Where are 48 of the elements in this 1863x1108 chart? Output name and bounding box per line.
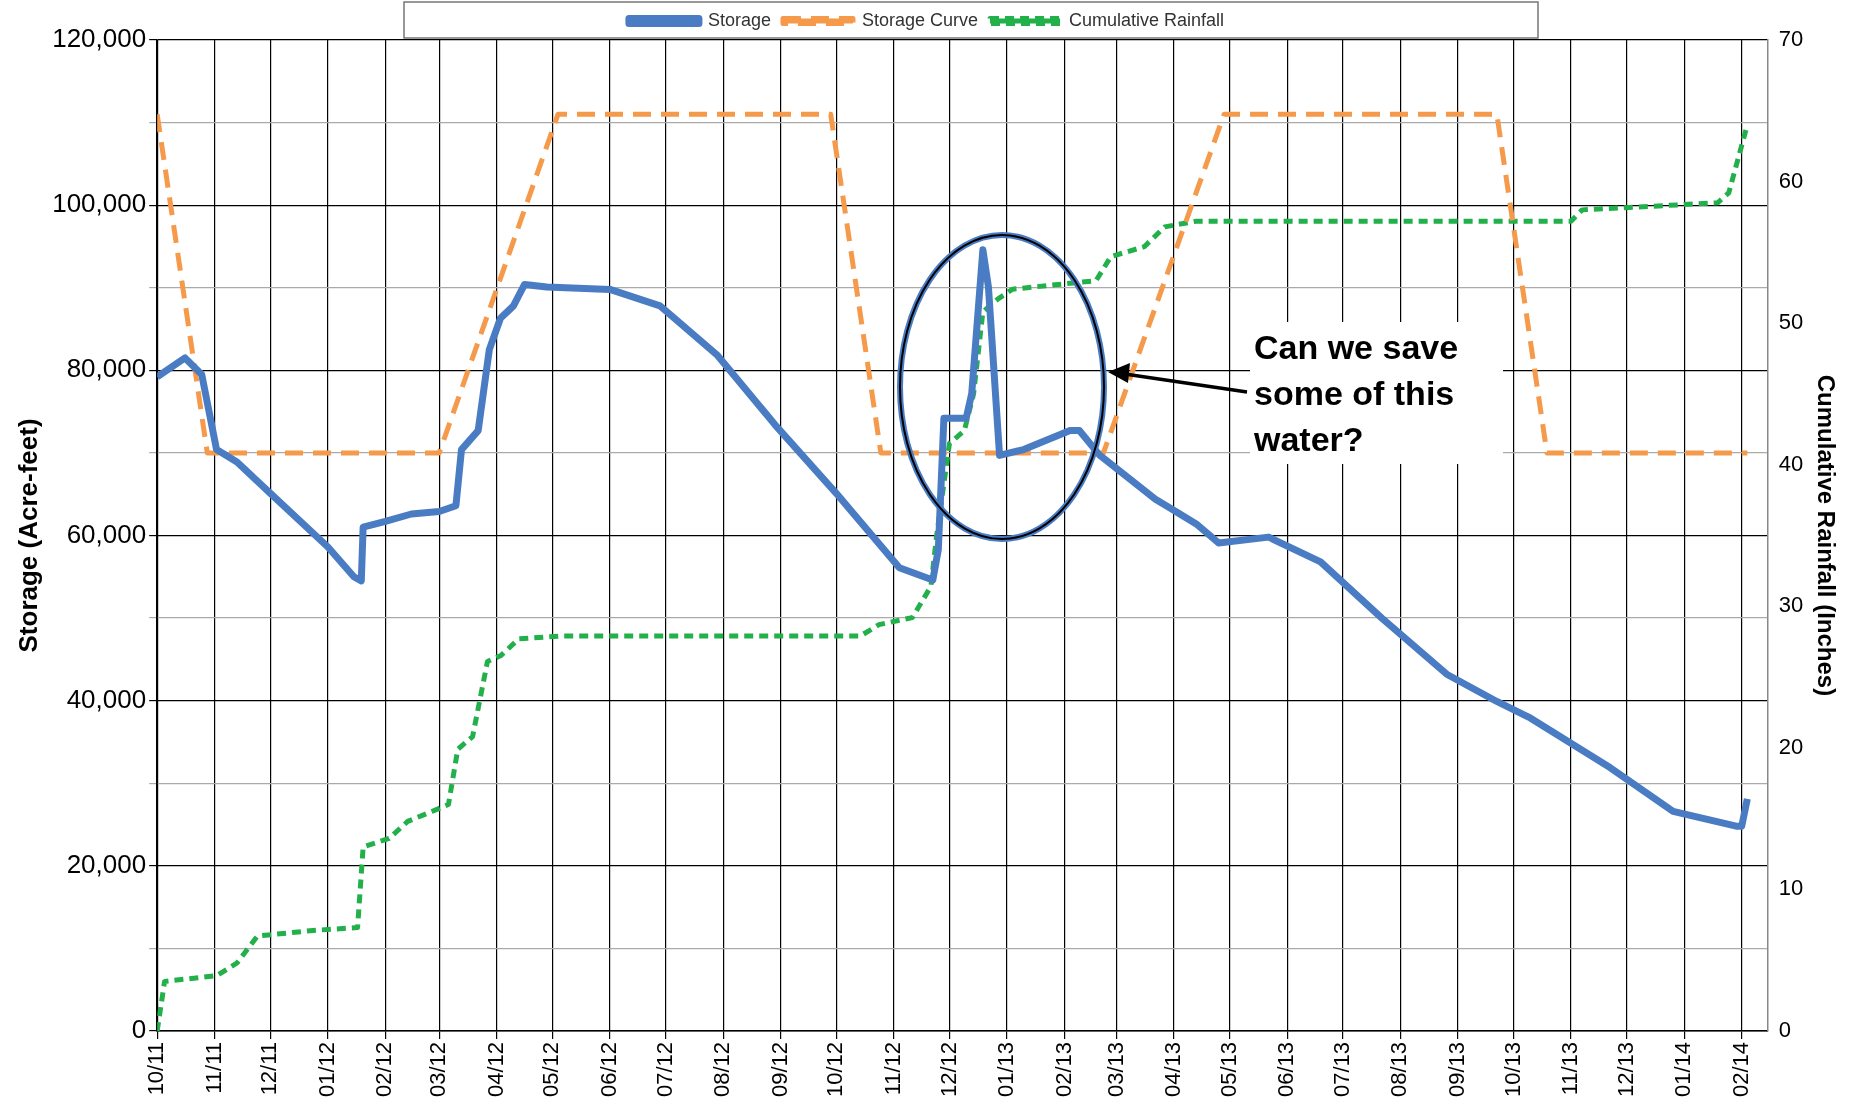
- x-tick-label: 01/13: [993, 1041, 1019, 1098]
- x-tick-label: 12/12: [935, 1041, 961, 1098]
- y2-tick-label: 30: [1778, 592, 1804, 618]
- y2-tick-label: 70: [1778, 26, 1804, 52]
- x-tick-label: 06/12: [595, 1041, 621, 1098]
- x-tick-label: 10/12: [822, 1041, 848, 1098]
- y2-tick-label: 60: [1778, 167, 1804, 193]
- x-tick-label: 05/12: [538, 1041, 564, 1098]
- y2-tick-label: 10: [1778, 875, 1804, 901]
- x-tick-label: 07/13: [1328, 1041, 1354, 1098]
- x-tick-label: 12/13: [1612, 1041, 1638, 1098]
- y2-tick-label: 20: [1778, 733, 1804, 759]
- y-tick-label: 20,000: [66, 848, 147, 879]
- y-tick-label: 60,000: [66, 518, 147, 549]
- x-tick-label: 07/12: [651, 1041, 677, 1098]
- y2-tick-label: 40: [1778, 450, 1804, 476]
- y-tick-label: 80,000: [66, 353, 147, 384]
- x-tick-label: 06/13: [1273, 1041, 1299, 1098]
- x-tick-label: 01/14: [1670, 1041, 1696, 1098]
- x-tick-label: 11/13: [1557, 1041, 1583, 1096]
- x-tick-label: 01/12: [313, 1041, 339, 1098]
- x-tick-label: 02/12: [371, 1041, 397, 1098]
- y-tick-label: 120,000: [52, 23, 147, 54]
- x-tick-label: 09/12: [766, 1041, 792, 1098]
- y2-tick-label: 50: [1778, 309, 1804, 335]
- x-tick-label: 08/13: [1386, 1041, 1412, 1098]
- annotation: Can we save some of this water?: [1250, 322, 1503, 464]
- y2-tick-label: 0: [1778, 1017, 1791, 1043]
- y2-axis-title: Cumulative Rainfall (Inches): [1812, 374, 1840, 697]
- x-tick-label: 11/11: [200, 1041, 226, 1094]
- x-tick-label: 10/13: [1499, 1041, 1525, 1098]
- y-axis-title: Storage (Acre-feet): [12, 418, 43, 653]
- x-tick-label: 08/12: [709, 1041, 735, 1098]
- x-tick-label: 04/13: [1160, 1041, 1186, 1098]
- x-tick-label: 04/12: [482, 1041, 508, 1098]
- x-tick-label: 02/13: [1050, 1041, 1076, 1098]
- x-tick-label: 09/13: [1443, 1041, 1469, 1098]
- x-tick-label: 03/12: [425, 1041, 451, 1098]
- x-tick-label: 12/11: [256, 1041, 282, 1096]
- legend-label: Cumulative Rainfall: [1069, 9, 1225, 30]
- x-tick-label: 02/14: [1727, 1041, 1753, 1098]
- x-tick-label: 05/13: [1215, 1041, 1241, 1098]
- y-tick-label: 40,000: [66, 683, 147, 714]
- x-tick-label: 11/12: [879, 1041, 905, 1096]
- legend-label: Storage: [707, 9, 771, 30]
- y-tick-label: 100,000: [52, 188, 147, 219]
- legend-label: Storage Curve: [861, 9, 979, 30]
- x-tick-label: 03/13: [1102, 1041, 1128, 1098]
